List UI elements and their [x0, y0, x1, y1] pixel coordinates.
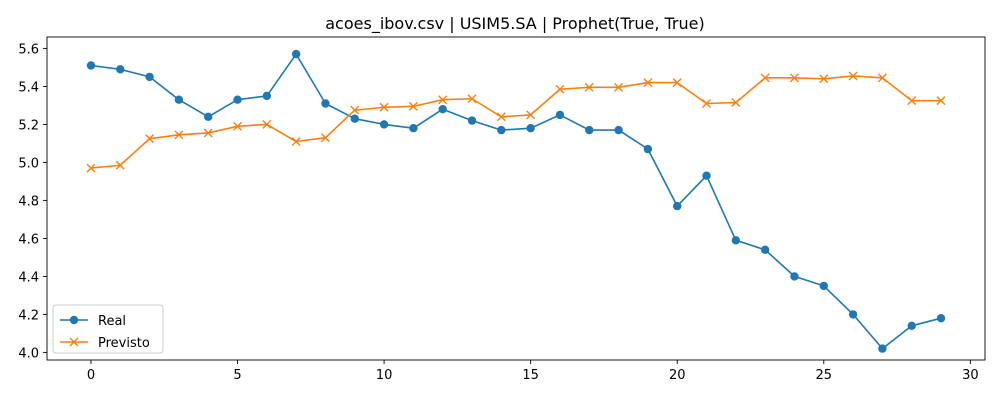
data-point [584, 82, 594, 92]
data-point [145, 134, 155, 144]
data-point [262, 119, 272, 129]
data-point [526, 124, 535, 133]
data-point [936, 314, 946, 323]
data-point [174, 130, 184, 140]
y-tick-label: 5.4 [18, 80, 39, 95]
data-point [320, 133, 330, 143]
data-point [555, 84, 565, 94]
data-point [673, 201, 682, 211]
data-point [291, 49, 301, 59]
x-tick-label: 0 [87, 368, 95, 383]
x-tick-label: 30 [962, 368, 979, 383]
y-tick-label: 5.2 [18, 118, 39, 133]
data-point [555, 110, 565, 120]
data-point [760, 245, 770, 254]
data-point [526, 110, 536, 120]
data-point [702, 99, 712, 108]
data-point [790, 272, 799, 281]
legend: Real Previsto [52, 304, 164, 354]
data-point [760, 73, 770, 83]
data-point [643, 144, 653, 154]
data-point [350, 114, 359, 123]
legend-item-real: Real [60, 314, 126, 329]
data-point [203, 128, 213, 138]
x-tick-label: 10 [376, 368, 393, 383]
x-tick-label: 15 [522, 368, 539, 383]
series-line [90, 75, 942, 169]
axes: 0 5 10 15 20 25 30 4.0 4.2 4.4 4.6 4.8 5.0 5.2 5.4 5.6 [18, 36, 986, 383]
legend-marker [69, 337, 79, 347]
data-point [614, 82, 624, 92]
data-point [291, 137, 301, 146]
data-point [467, 116, 477, 125]
y-tick-label: 4.0 [18, 346, 39, 361]
series-line [90, 53, 942, 350]
data-point [819, 281, 828, 291]
data-point [116, 65, 125, 74]
data-point [409, 124, 418, 133]
data-point [438, 105, 447, 114]
data-point [731, 98, 741, 108]
data-point [350, 105, 360, 115]
data-point [467, 94, 477, 104]
data-point [907, 321, 916, 330]
data-point [233, 95, 242, 104]
y-tick-label: 4.2 [18, 308, 39, 323]
x-tick-label: 20 [669, 368, 686, 383]
data-point [438, 95, 448, 105]
data-point [321, 99, 330, 108]
data-point [585, 125, 594, 135]
data-point [789, 73, 799, 83]
legend-label: Real [98, 314, 126, 329]
data-point [877, 73, 887, 83]
series-layer [86, 49, 946, 353]
data-point [233, 121, 243, 131]
data-point [145, 72, 154, 82]
series-previsto [86, 71, 946, 173]
plot-frame [46, 36, 986, 361]
y-tick-label: 4.8 [18, 194, 39, 209]
legend-marker [69, 315, 79, 325]
data-point [848, 310, 858, 319]
data-point [643, 78, 653, 88]
legend-box [52, 304, 164, 354]
data-point [731, 236, 741, 245]
data-point [379, 102, 389, 112]
data-point [878, 344, 887, 353]
data-point [115, 160, 125, 170]
series-real [86, 49, 946, 353]
data-point [848, 71, 858, 81]
data-point [204, 112, 213, 122]
data-point [496, 112, 506, 122]
legend-label: Previsto [98, 336, 150, 351]
data-point [702, 171, 711, 180]
data-point [936, 96, 946, 106]
x-tick-label: 25 [816, 368, 833, 383]
y-tick-label: 5.6 [18, 42, 39, 57]
data-point [672, 78, 682, 88]
data-point [379, 120, 389, 129]
data-point [497, 125, 506, 135]
data-point [907, 96, 917, 106]
y-tick-label: 5.0 [18, 156, 39, 171]
data-point [86, 61, 96, 70]
data-point [819, 74, 829, 84]
chart-title: acoes_ibov.csv | USIM5.SA | Prophet(True… [325, 14, 704, 34]
y-tick-label: 4.6 [18, 232, 39, 247]
y-tick-label: 4.4 [18, 270, 39, 285]
x-tick-label: 5 [233, 368, 241, 383]
data-point [408, 101, 418, 111]
data-point [86, 163, 96, 173]
data-point [262, 91, 272, 101]
data-point [614, 125, 623, 135]
legend-item-previsto: Previsto [60, 336, 150, 351]
data-point [174, 95, 184, 104]
